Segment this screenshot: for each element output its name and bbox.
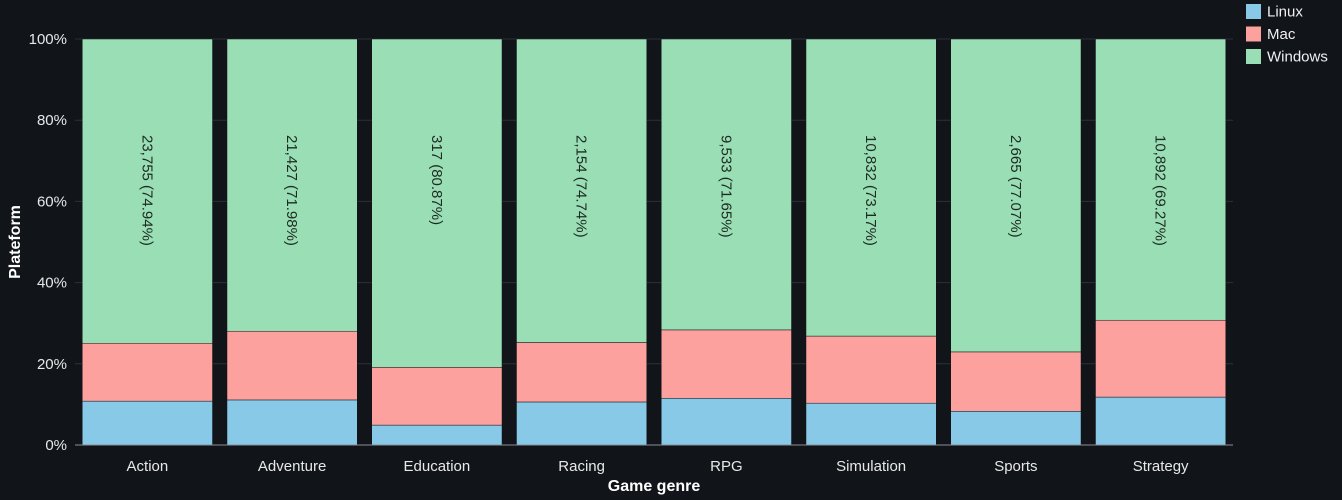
- bar-labels: 23,755 (74.94%) 21,427 (71.98%) 317 (80.87…: [138, 135, 1168, 246]
- bar-windows-simulation[interactable]: [805, 38, 937, 337]
- bar-windows-education[interactable]: [371, 38, 503, 368]
- y-tick-label: 100%: [29, 31, 67, 48]
- x-tick-label: Sports: [994, 458, 1037, 475]
- bar-data-label: 9,533 (71.65%): [717, 135, 734, 238]
- bar-data-label: 23,755 (74.94%): [138, 135, 155, 246]
- bar-linux-simulation[interactable]: [805, 402, 937, 446]
- bar-mac-rpg[interactable]: [660, 329, 792, 399]
- bar-linux-action[interactable]: [81, 400, 213, 446]
- bar-mac-sports[interactable]: [950, 351, 1082, 412]
- bar-windows-action[interactable]: [81, 38, 213, 344]
- bar-linux-racing[interactable]: [516, 401, 648, 446]
- bar-mac-strategy[interactable]: [1095, 319, 1227, 398]
- bars: [81, 38, 1227, 446]
- bar-windows-strategy[interactable]: [1095, 38, 1227, 321]
- x-tick-label: Strategy: [1133, 458, 1189, 475]
- legend-swatch-linux[interactable]: [1246, 4, 1261, 19]
- bar-mac-simulation[interactable]: [805, 335, 937, 404]
- bar-data-label: 317 (80.87%): [428, 135, 445, 225]
- y-axis-title: Plateform: [7, 205, 24, 279]
- x-tick-label: Action: [127, 458, 169, 475]
- bar-linux-sports[interactable]: [950, 411, 1082, 446]
- y-tick-label: 80%: [37, 112, 67, 129]
- x-tick-label: Racing: [558, 458, 605, 475]
- bar-windows-adventure[interactable]: [226, 38, 358, 332]
- bar-data-label: 2,665 (77.07%): [1007, 135, 1024, 238]
- bar-linux-education[interactable]: [371, 424, 503, 446]
- legend-swatch-windows[interactable]: [1246, 49, 1261, 64]
- y-tick-label: 0%: [45, 437, 67, 454]
- bar-linux-adventure[interactable]: [226, 399, 358, 446]
- bar-data-label: 2,154 (74.74%): [573, 135, 590, 238]
- bar-data-label: 21,427 (71.98%): [283, 135, 300, 246]
- bar-data-label: 10,892 (69.27%): [1152, 135, 1169, 246]
- bar-mac-education[interactable]: [371, 367, 503, 426]
- x-tick-label: Simulation: [836, 458, 906, 475]
- bar-mac-racing[interactable]: [516, 342, 648, 403]
- x-axis-title: Game genre: [608, 478, 701, 495]
- bar-mac-adventure[interactable]: [226, 330, 358, 401]
- legend-label-windows[interactable]: Windows: [1267, 49, 1328, 66]
- y-axis-ticks: 0% 20% 40% 60% 80% 100%: [29, 31, 67, 454]
- bar-linux-strategy[interactable]: [1095, 396, 1227, 446]
- x-tick-label: Adventure: [258, 458, 326, 475]
- y-tick-label: 60%: [37, 193, 67, 210]
- bar-windows-rpg[interactable]: [660, 38, 792, 331]
- x-tick-label: RPG: [710, 458, 743, 475]
- y-tick-label: 20%: [37, 356, 67, 373]
- x-axis-ticks: Action Adventure Education Racing RPG Simulat…: [127, 458, 1190, 475]
- x-tick-label: Education: [404, 458, 471, 475]
- legend[interactable]: Linux Mac Windows: [1246, 4, 1328, 66]
- legend-label-linux[interactable]: Linux: [1267, 4, 1303, 21]
- bar-windows-racing[interactable]: [516, 38, 648, 343]
- legend-swatch-mac[interactable]: [1246, 26, 1261, 42]
- y-tick-label: 40%: [37, 275, 67, 292]
- bar-data-label: 10,832 (73.17%): [862, 135, 879, 246]
- legend-label-mac[interactable]: Mac: [1267, 26, 1296, 43]
- bar-windows-sports[interactable]: [950, 38, 1082, 353]
- bar-linux-rpg[interactable]: [660, 398, 792, 446]
- bar-mac-action[interactable]: [81, 343, 213, 402]
